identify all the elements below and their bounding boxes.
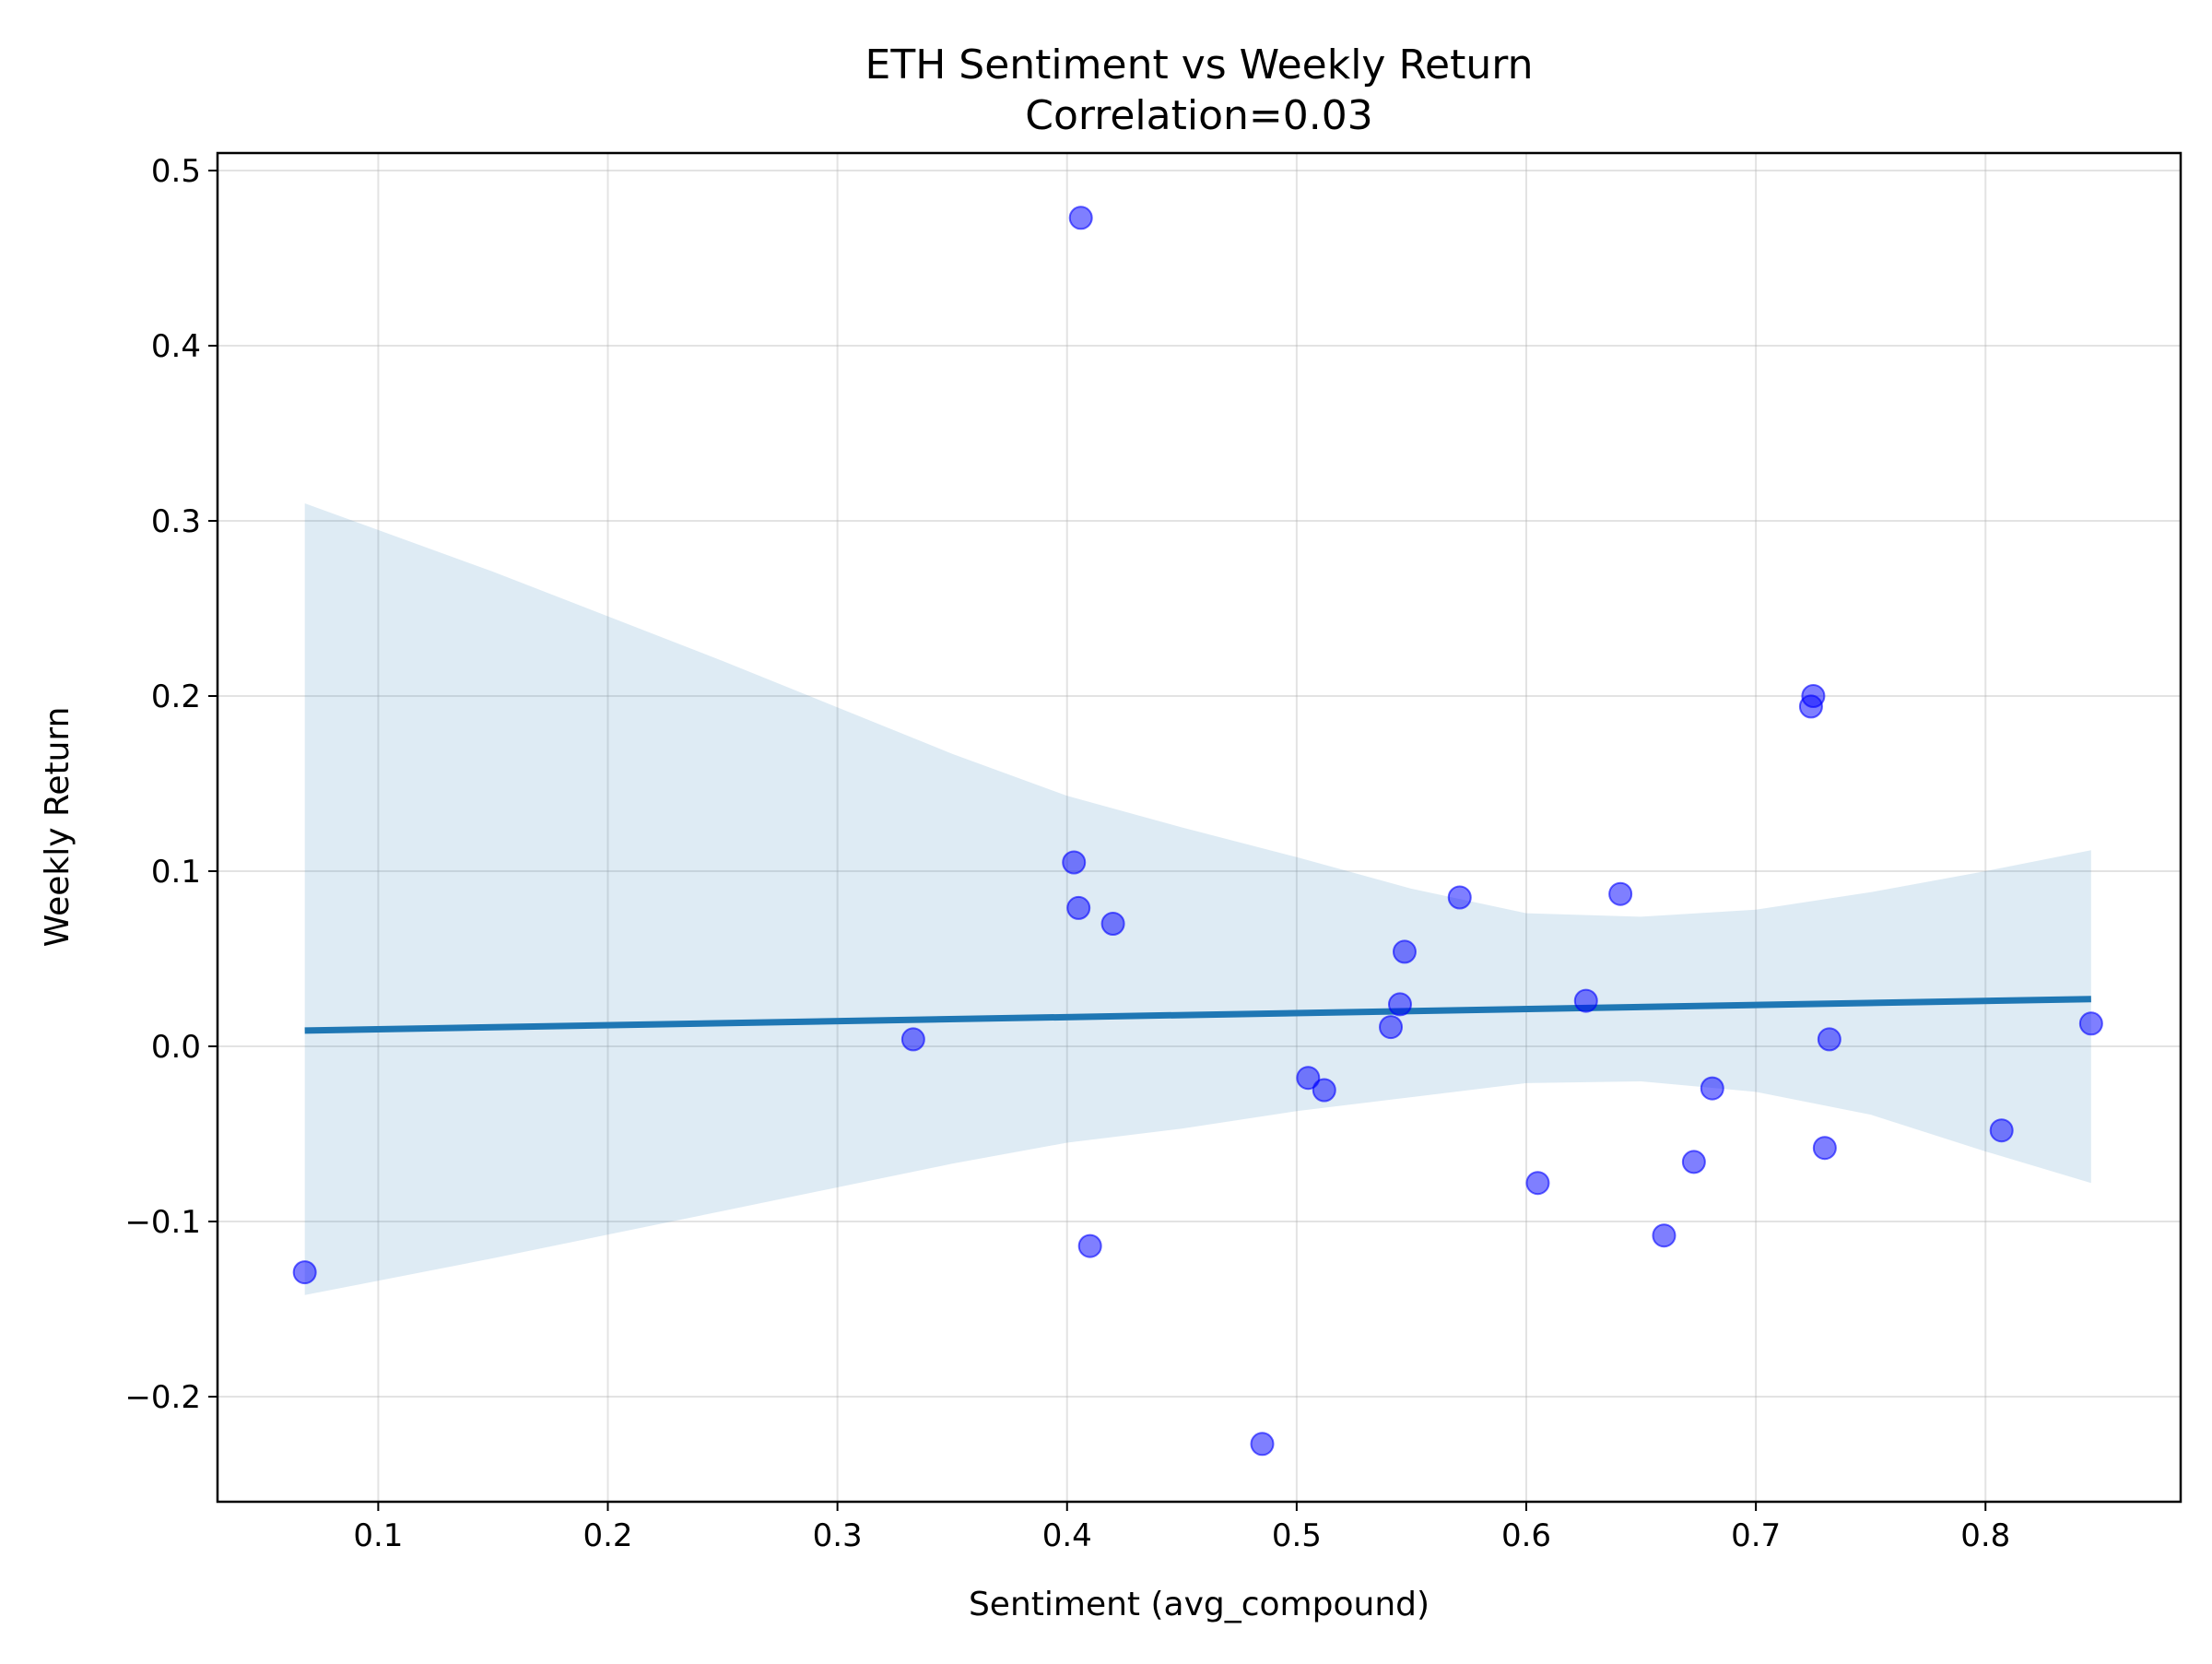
data-point	[1608, 881, 1633, 906]
chart-subtitle: Correlation=0.03	[1025, 92, 1372, 139]
data-point	[1801, 684, 1826, 708]
y-tick-label: 0.0	[151, 1029, 201, 1066]
data-point	[900, 1027, 925, 1052]
plot-frame	[216, 151, 2183, 1504]
y-tick-label: 0.3	[151, 503, 201, 540]
data-point	[292, 1260, 317, 1285]
y-tick-label: −0.2	[124, 1379, 201, 1416]
data-point	[1068, 206, 1093, 230]
axis-ticks: 0.1 0.2 0.3 0.4 0.5 0.6 0.7 0.8 −0.2 −0.1 0.0 0.1 0.…	[124, 153, 2010, 1554]
x-tick-label: 0.5	[1272, 1517, 1322, 1554]
data-point	[1077, 1233, 1102, 1258]
confidence-band	[304, 503, 2091, 1295]
regression-line	[304, 996, 2091, 1034]
x-tick-label: 0.3	[813, 1517, 863, 1554]
data-point	[1447, 885, 1472, 910]
data-point	[1812, 1136, 1837, 1161]
regression-line-layer	[304, 996, 2091, 1034]
data-point	[1989, 1118, 2014, 1143]
data-point	[1817, 1027, 1841, 1052]
y-tick-label: 0.4	[151, 328, 201, 365]
data-point	[1681, 1150, 1706, 1174]
y-tick-label: 0.1	[151, 854, 201, 891]
y-axis-label: Weekly Return	[39, 707, 76, 948]
data-point	[1296, 1066, 1321, 1091]
x-tick-label: 0.1	[353, 1517, 403, 1554]
data-point	[1066, 895, 1091, 920]
y-tick-label: 0.5	[151, 153, 201, 190]
x-axis-label: Sentiment (avg_compound)	[969, 1586, 1430, 1623]
grid	[218, 153, 2181, 1502]
data-point	[1573, 988, 1598, 1013]
data-point	[1652, 1223, 1677, 1248]
data-point	[1379, 1015, 1404, 1040]
x-tick-label: 0.8	[1960, 1517, 2010, 1554]
data-point	[1387, 992, 1412, 1017]
chart-title: ETH Sentiment vs Weekly Return	[865, 41, 1534, 89]
data-point	[1100, 912, 1125, 936]
x-tick-label: 0.2	[582, 1517, 632, 1554]
data-point	[1250, 1432, 1275, 1457]
data-points-layer	[292, 206, 2103, 1457]
x-tick-label: 0.4	[1042, 1517, 1092, 1554]
confidence-band-layer	[304, 503, 2091, 1295]
data-point	[1392, 939, 1417, 964]
data-point	[1525, 1171, 1550, 1196]
x-tick-label: 0.6	[1501, 1517, 1551, 1554]
y-tick-label: −0.1	[124, 1204, 201, 1241]
x-tick-label: 0.7	[1731, 1517, 1781, 1554]
data-point	[1312, 1078, 1336, 1103]
y-tick-label: 0.2	[151, 679, 201, 715]
data-point	[2078, 1011, 2103, 1036]
data-point	[1062, 850, 1087, 875]
data-point	[1700, 1076, 1724, 1101]
